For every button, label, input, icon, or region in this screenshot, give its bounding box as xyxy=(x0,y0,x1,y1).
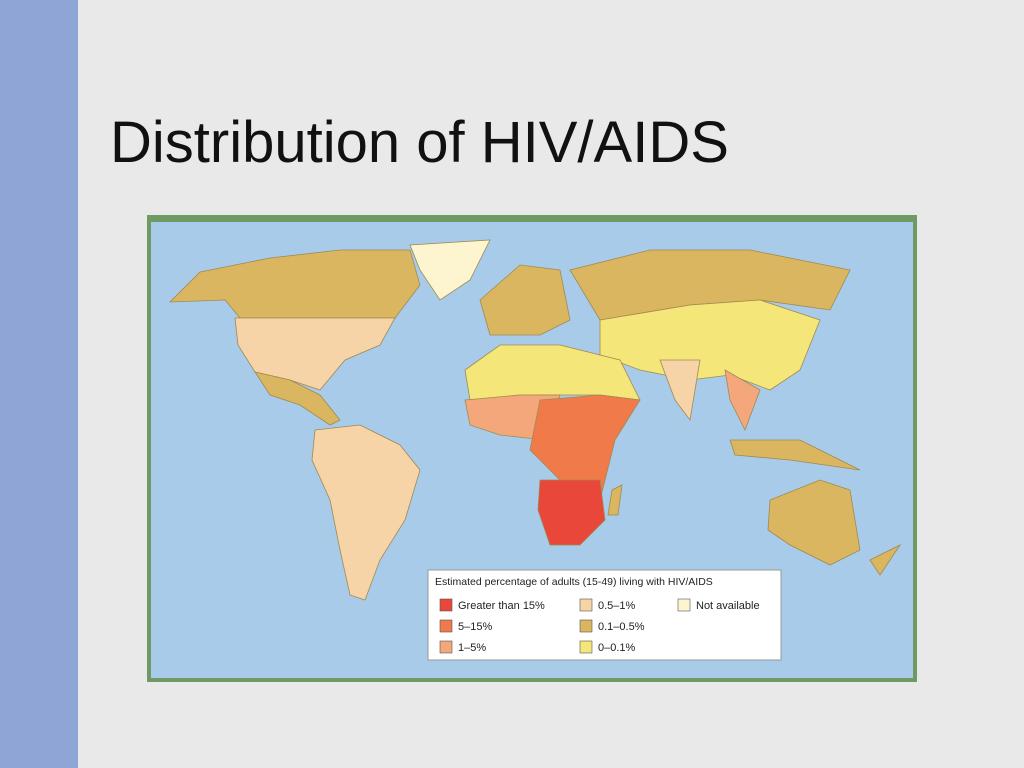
slide-title: Distribution of HIV/AIDS xyxy=(110,110,729,175)
legend-swatch xyxy=(579,598,593,612)
southern-africa xyxy=(537,479,606,546)
greenland xyxy=(409,239,491,301)
south-america xyxy=(311,424,421,601)
usa xyxy=(234,317,396,391)
side-bar xyxy=(0,0,78,768)
legend-label: Not available xyxy=(696,600,760,612)
indonesia xyxy=(729,439,861,471)
legend-items: Greater than 15% 5–15% 1–5% 0.5–1% 0.1–0.5% 0… xyxy=(439,598,760,654)
legend-swatch xyxy=(579,619,593,633)
legend-label: 0.1–0.5% xyxy=(598,621,645,633)
legend-swatch xyxy=(579,640,593,654)
central-america xyxy=(254,371,341,426)
legend-swatch xyxy=(439,640,453,654)
legend-swatch xyxy=(439,598,453,612)
legend-label: 1–5% xyxy=(458,642,486,654)
legend-box xyxy=(427,569,782,661)
legend-swatch xyxy=(677,598,691,612)
legend-label: 5–15% xyxy=(458,621,492,633)
asia xyxy=(599,299,821,391)
new-zealand xyxy=(869,543,902,576)
legend-swatch xyxy=(439,619,453,633)
legend-label: 0–0.1% xyxy=(598,642,636,654)
india xyxy=(659,359,701,421)
east-africa xyxy=(529,394,641,501)
land-masses xyxy=(168,239,902,601)
legend-label: Greater than 15% xyxy=(458,600,545,612)
europe xyxy=(479,264,571,336)
legend-label: 0.5–1% xyxy=(598,600,636,612)
australia xyxy=(767,479,861,566)
madagascar xyxy=(607,484,623,516)
legend-title: Estimated percentage of adults (15-49) l… xyxy=(435,576,713,588)
southeast-asia xyxy=(724,369,761,431)
